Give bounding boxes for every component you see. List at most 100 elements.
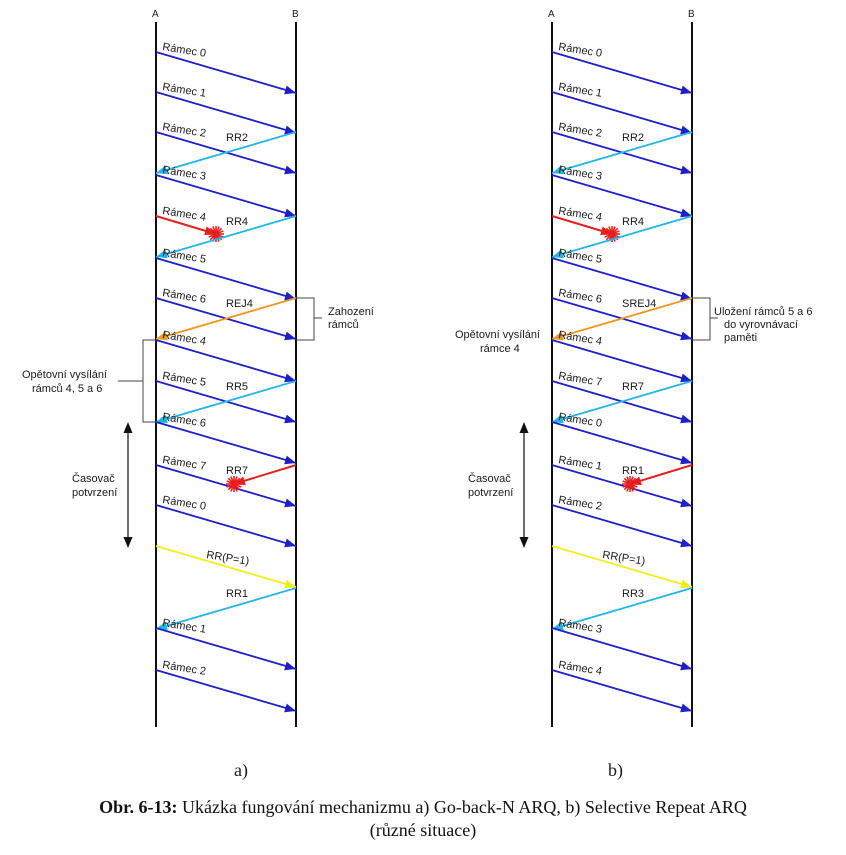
arrow-head xyxy=(284,165,296,175)
arrow-head xyxy=(680,498,692,508)
ack-arrow: RR4 xyxy=(155,215,297,259)
message-label: RR7 xyxy=(226,465,248,477)
message-label: Rámec 3 xyxy=(162,164,207,183)
figure-caption: Obr. 6-13: Ukázka fungování mechanizmu a… xyxy=(0,796,846,842)
frame-arrow: RR(P=1) xyxy=(155,545,297,589)
panel-go-back-n: A B Rámec 0 Rámec 1 Rámec 2 RR2 Rámec 3 Rámec 4… xyxy=(22,9,374,727)
retransmit-note: Opětovní vysílání rámce 4 xyxy=(455,329,540,355)
arrow-head xyxy=(284,498,296,508)
ack-arrow: REJ4 xyxy=(155,297,297,341)
axis-label-a: A xyxy=(152,9,159,20)
caption-text: Ukázka fungování mechanizmu a) Go-back-N… xyxy=(177,797,747,817)
message-label: Rámec 5 xyxy=(558,247,603,266)
caption-figure-number: Obr. 6-13: xyxy=(99,797,178,817)
ack-arrow: RR1 xyxy=(622,464,693,492)
timer-label: potvrzení xyxy=(72,487,117,499)
frame-arrow: Rámec 0 xyxy=(155,494,297,548)
message-label: Rámec 4 xyxy=(162,329,207,348)
ack-arrow: RR2 xyxy=(551,131,693,175)
timer-label: Časovač xyxy=(72,472,115,485)
lost-burst-icon xyxy=(604,226,620,242)
timer-label: potvrzení xyxy=(468,487,513,499)
message-label: Rámec 2 xyxy=(558,121,603,140)
arrow-head xyxy=(284,579,296,589)
message-label: RR1 xyxy=(622,465,644,477)
message-label: Rámec 1 xyxy=(162,81,207,100)
message-label: Rámec 1 xyxy=(558,81,603,100)
right-bracket-text: do vyrovnávací xyxy=(724,319,798,331)
frame-arrow: RR(P=1) xyxy=(551,545,693,589)
arrow-head xyxy=(284,208,296,218)
message-label: RR7 xyxy=(622,381,644,393)
message-label: Rámec 2 xyxy=(558,494,603,513)
message-label: Rámec 0 xyxy=(162,41,207,60)
arrow-head xyxy=(284,331,296,341)
ack-arrow: RR4 xyxy=(551,215,693,259)
message-label: Rámec 6 xyxy=(558,287,603,306)
message-label: Rámec 1 xyxy=(162,617,207,636)
arrow-head xyxy=(552,249,564,259)
right-bracket-text: paměti xyxy=(724,332,757,344)
arrow-head xyxy=(680,455,692,465)
message-label: SREJ4 xyxy=(622,298,656,310)
timer-arrow-down-icon xyxy=(519,537,529,548)
message-label: Rámec 4 xyxy=(558,205,603,224)
message-label: RR(P=1) xyxy=(602,549,646,568)
timer-arrow: Časovač potvrzení xyxy=(468,422,529,548)
arrow-head xyxy=(680,579,692,589)
right-bracket-text: Zahození xyxy=(328,306,374,318)
arrow-head xyxy=(284,455,296,465)
message-label: Rámec 5 xyxy=(162,247,207,266)
message-label: Rámec 1 xyxy=(558,454,603,473)
lost-burst-icon xyxy=(622,476,638,492)
ack-arrow: RR2 xyxy=(155,131,297,175)
ack-arrow: RR7 xyxy=(551,380,693,424)
frame-arrow: Rámec 4 xyxy=(155,205,224,242)
arrow-head xyxy=(156,414,168,424)
message-label: Rámec 5 xyxy=(162,370,207,389)
arrow-head xyxy=(156,331,168,341)
message-label: Rámec 6 xyxy=(162,411,207,430)
message-label: Rámec 0 xyxy=(558,411,603,430)
message-label: Rámec 4 xyxy=(162,205,207,224)
arrow-head xyxy=(680,165,692,175)
arrow-head xyxy=(284,661,296,671)
left-bracket-text: Opětovní vysílání xyxy=(22,369,107,381)
frame-arrow: Rámec 4 xyxy=(551,659,693,713)
panel-selective-repeat: A B Rámec 0 Rámec 1 Rámec 2 RR2 Rámec 3 Rámec 4… xyxy=(455,9,812,727)
arrow-head xyxy=(680,331,692,341)
arrow-head xyxy=(680,85,692,95)
axis-label-b: B xyxy=(688,9,695,20)
arrow-head xyxy=(284,414,296,424)
timer-arrow-up-icon xyxy=(519,422,529,433)
left-bracket-text: rámců 4, 5 a 6 xyxy=(32,383,102,395)
retransmit-text: Opětovní vysílání xyxy=(455,329,540,341)
timer-arrow-up-icon xyxy=(123,422,133,433)
arrow-head xyxy=(552,165,564,175)
message-label: RR1 xyxy=(226,588,248,600)
arrow-head xyxy=(284,85,296,95)
message-label: RR3 xyxy=(622,588,644,600)
arrow-head xyxy=(680,703,692,713)
arrow-head xyxy=(284,703,296,713)
lost-burst-icon xyxy=(208,226,224,242)
message-label: Rámec 0 xyxy=(558,41,603,60)
message-label: Rámec 2 xyxy=(162,659,207,678)
message-label: RR5 xyxy=(226,381,248,393)
panel-label: b) xyxy=(608,760,623,781)
arrow-head xyxy=(284,373,296,383)
message-label: RR(P=1) xyxy=(206,549,250,568)
timer-arrow-down-icon xyxy=(123,537,133,548)
message-label: Rámec 7 xyxy=(162,454,207,473)
panel-label: a) xyxy=(234,760,248,781)
message-label: Rámec 4 xyxy=(558,659,603,678)
retransmit-text: rámce 4 xyxy=(480,343,520,355)
message-label: RR2 xyxy=(226,132,248,144)
left-bracket: Opětovní vysílání rámců 4, 5 a 6 xyxy=(22,339,156,423)
message-label: Rámec 3 xyxy=(558,164,603,183)
message-label: Rámec 2 xyxy=(162,121,207,140)
right-bracket-text: Uložení rámců 5 a 6 xyxy=(714,306,812,318)
message-label: Rámec 6 xyxy=(162,287,207,306)
